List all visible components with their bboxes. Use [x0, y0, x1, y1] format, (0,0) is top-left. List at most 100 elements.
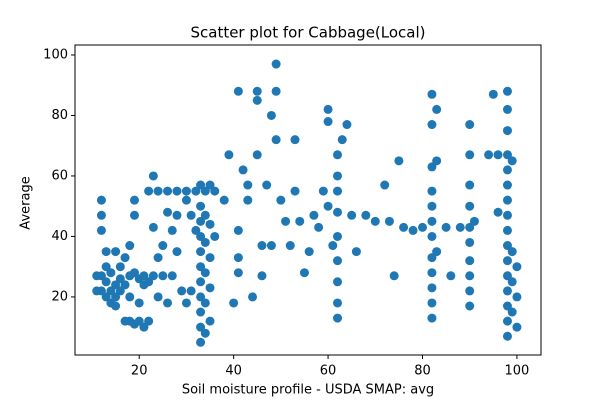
- point: [163, 186, 173, 196]
- point: [271, 59, 281, 69]
- point: [163, 298, 173, 308]
- y-axis-label: Average: [19, 176, 34, 229]
- point: [139, 271, 149, 281]
- point: [158, 241, 168, 251]
- point: [484, 150, 494, 160]
- point: [285, 241, 295, 251]
- point: [196, 201, 206, 211]
- point: [399, 222, 409, 232]
- point: [333, 277, 343, 287]
- point: [252, 95, 262, 105]
- point: [196, 180, 206, 190]
- point: [502, 301, 512, 311]
- point: [465, 120, 475, 130]
- point: [167, 225, 177, 235]
- point: [153, 253, 163, 263]
- point: [196, 216, 206, 226]
- point: [502, 256, 512, 266]
- point: [427, 313, 437, 323]
- point: [512, 292, 522, 302]
- point: [129, 210, 139, 220]
- point: [200, 268, 210, 278]
- point: [512, 262, 522, 272]
- point: [351, 247, 361, 257]
- point: [200, 328, 210, 338]
- point: [106, 286, 116, 296]
- point: [502, 180, 512, 190]
- point: [465, 256, 475, 266]
- point: [205, 316, 215, 326]
- point: [252, 86, 262, 96]
- point: [205, 253, 215, 263]
- point: [96, 225, 106, 235]
- point: [299, 268, 309, 278]
- point: [309, 210, 319, 220]
- point: [191, 186, 201, 196]
- point: [120, 253, 130, 263]
- point: [427, 186, 437, 196]
- point: [333, 207, 343, 217]
- point: [295, 216, 305, 226]
- point: [370, 216, 380, 226]
- point: [333, 231, 343, 241]
- point: [96, 271, 106, 281]
- point: [196, 307, 206, 317]
- point: [469, 216, 479, 226]
- point: [115, 286, 125, 296]
- point: [502, 286, 512, 296]
- point: [167, 271, 177, 281]
- point: [465, 222, 475, 232]
- point: [196, 262, 206, 272]
- point: [148, 271, 158, 281]
- point: [125, 241, 135, 251]
- point: [502, 241, 512, 251]
- point: [196, 322, 206, 332]
- point: [252, 150, 262, 160]
- point: [502, 165, 512, 175]
- point: [427, 253, 437, 263]
- point: [507, 277, 517, 287]
- point: [233, 86, 243, 96]
- point: [502, 104, 512, 114]
- point: [427, 298, 437, 308]
- point: [427, 268, 437, 278]
- point: [314, 222, 324, 232]
- point: [224, 150, 234, 160]
- point: [465, 201, 475, 211]
- point: [134, 298, 144, 308]
- point: [111, 292, 121, 302]
- point: [323, 201, 333, 211]
- point: [120, 280, 130, 290]
- point: [96, 286, 106, 296]
- point: [153, 292, 163, 302]
- point: [333, 186, 343, 196]
- point: [318, 186, 328, 196]
- point: [512, 322, 522, 332]
- point: [205, 180, 215, 190]
- point: [233, 253, 243, 263]
- point: [181, 186, 191, 196]
- point: [200, 210, 210, 220]
- point: [432, 247, 442, 257]
- y-tick-label: 20: [51, 289, 68, 304]
- point: [455, 222, 465, 232]
- point: [290, 135, 300, 145]
- point: [181, 298, 191, 308]
- point: [233, 225, 243, 235]
- point: [465, 301, 475, 311]
- point: [502, 126, 512, 136]
- point: [163, 207, 173, 217]
- y-tick-label: 40: [51, 229, 68, 244]
- point: [507, 307, 517, 317]
- point: [177, 286, 187, 296]
- point: [427, 120, 437, 130]
- point: [427, 89, 437, 99]
- y-tick-label: 80: [51, 108, 68, 123]
- point: [144, 316, 154, 326]
- point: [257, 241, 267, 251]
- point: [243, 195, 253, 205]
- point: [427, 283, 437, 293]
- point: [266, 110, 276, 120]
- point: [101, 262, 111, 272]
- point: [115, 274, 125, 284]
